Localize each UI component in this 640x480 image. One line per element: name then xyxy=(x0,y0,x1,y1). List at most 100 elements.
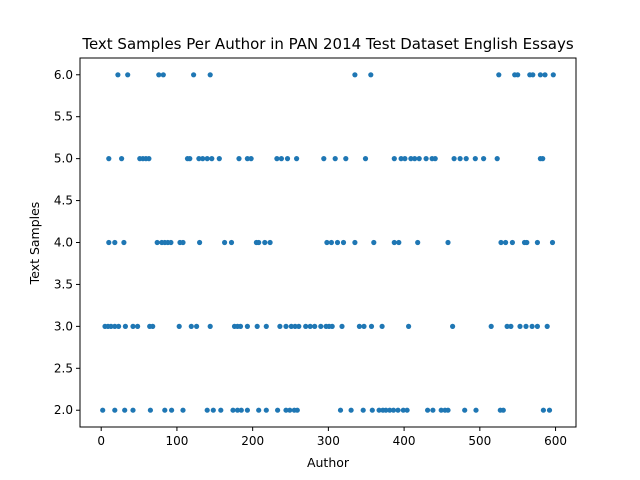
data-point xyxy=(352,72,358,78)
data-point xyxy=(321,156,327,162)
y-tick-label: 3.0 xyxy=(54,319,73,333)
data-point xyxy=(416,156,422,162)
data-point xyxy=(218,407,224,413)
data-point xyxy=(125,72,131,78)
data-point xyxy=(147,407,153,413)
data-point xyxy=(515,72,521,78)
data-point xyxy=(332,156,338,162)
data-point xyxy=(390,407,397,413)
data-point xyxy=(544,323,550,329)
data-point xyxy=(383,407,389,413)
data-point xyxy=(509,239,515,246)
data-point xyxy=(307,323,313,329)
data-point xyxy=(494,156,500,162)
data-point xyxy=(550,72,556,78)
data-point xyxy=(238,407,244,413)
data-point xyxy=(546,407,553,413)
data-point xyxy=(334,239,341,246)
data-point xyxy=(130,407,136,413)
data-point xyxy=(503,239,509,246)
y-tick-label: 4.0 xyxy=(54,236,73,250)
data-point xyxy=(430,407,436,413)
data-point xyxy=(283,407,289,413)
data-point xyxy=(168,239,174,246)
data-point xyxy=(108,323,114,329)
data-point xyxy=(230,407,236,413)
y-tick-label: 6.0 xyxy=(54,68,73,82)
data-point xyxy=(162,407,168,413)
data-point xyxy=(274,156,280,162)
data-point xyxy=(130,323,136,329)
data-point xyxy=(119,156,125,162)
data-point xyxy=(534,323,541,329)
data-point xyxy=(256,239,262,246)
data-point xyxy=(337,407,344,413)
data-point xyxy=(534,239,541,246)
data-point xyxy=(412,156,418,162)
data-point xyxy=(500,407,506,413)
data-point xyxy=(523,323,529,329)
x-tick-label: 200 xyxy=(241,434,264,448)
data-point xyxy=(112,323,118,329)
data-point xyxy=(115,72,121,78)
data-point xyxy=(473,407,479,413)
data-point xyxy=(540,407,547,413)
data-point xyxy=(277,323,283,329)
data-point xyxy=(112,239,118,246)
data-point xyxy=(234,407,241,413)
data-point xyxy=(362,156,369,162)
data-point xyxy=(284,156,291,162)
data-point xyxy=(187,156,193,162)
data-point xyxy=(371,239,377,246)
data-point xyxy=(391,239,397,246)
y-axis: 2.0 2.5 3.0 3.5 4.0 4.5 5.0 5.5 6.0 xyxy=(54,68,80,417)
data-point xyxy=(549,239,556,246)
data-point xyxy=(508,323,514,329)
data-point xyxy=(328,239,334,246)
data-point xyxy=(391,156,397,162)
data-point xyxy=(450,323,456,329)
data-point xyxy=(339,323,345,329)
x-axis-label: Author xyxy=(307,455,350,470)
data-point xyxy=(324,239,330,246)
data-point xyxy=(517,323,523,329)
data-point xyxy=(188,323,194,329)
data-point xyxy=(415,239,421,246)
data-point xyxy=(228,239,235,246)
data-point xyxy=(121,239,127,246)
y-tick-label: 5.0 xyxy=(54,152,73,166)
data-point xyxy=(425,407,431,413)
x-tick-label: 100 xyxy=(165,434,188,448)
data-point xyxy=(263,407,269,413)
data-point xyxy=(387,407,393,413)
data-point xyxy=(283,323,289,329)
data-point xyxy=(248,156,254,162)
data-point xyxy=(329,323,335,329)
data-point xyxy=(135,323,141,329)
data-point xyxy=(191,72,197,78)
data-point xyxy=(194,323,200,329)
data-point xyxy=(278,156,284,162)
data-point xyxy=(160,72,166,78)
data-point xyxy=(204,407,210,413)
data-point xyxy=(463,156,469,162)
data-point xyxy=(294,407,300,413)
data-point xyxy=(408,156,414,162)
y-tick-label: 5.5 xyxy=(54,110,73,124)
x-tick-label: 300 xyxy=(317,434,340,448)
data-point xyxy=(244,407,250,413)
data-point xyxy=(169,407,175,413)
data-point xyxy=(524,239,530,246)
data-point xyxy=(488,323,494,329)
x-tick-label: 600 xyxy=(544,434,567,448)
data-point xyxy=(438,407,444,413)
data-point xyxy=(542,72,548,78)
data-point xyxy=(294,156,300,162)
data-point xyxy=(176,323,182,329)
data-point xyxy=(288,323,294,329)
data-point xyxy=(207,323,213,329)
data-point xyxy=(287,407,293,413)
data-point xyxy=(537,72,544,78)
data-point xyxy=(396,239,402,246)
